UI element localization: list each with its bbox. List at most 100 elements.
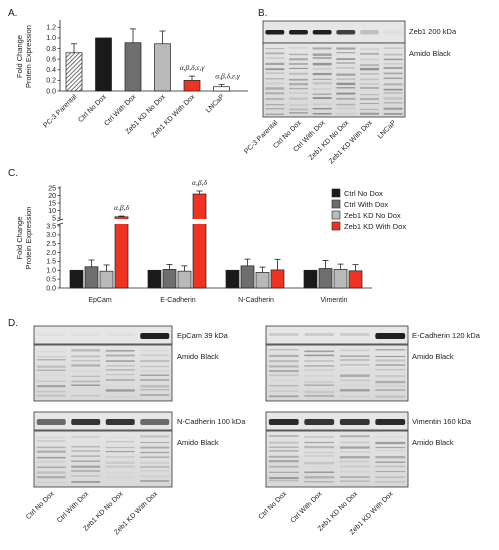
bar-n-cadherin-1 [225,269,240,289]
protein-smear-band [336,103,356,106]
y-tick-label-c: 3.5 [46,223,56,230]
y-tick-label-a: 0.8 [46,46,56,53]
protein-smear-band-d [140,374,170,376]
lane-label-b-6: LNCaP [377,119,398,140]
protein-smear-band [383,107,403,110]
protein-smear-band [289,47,308,49]
protein-smear-band-d [375,476,406,478]
protein-smear-band-d [375,364,406,366]
legend-swatch-2 [331,199,341,209]
protein-smear-band-d [268,379,299,382]
protein-smear-band-d [304,354,335,357]
category-label-a-1: PC-3 Parental [42,93,78,129]
protein-smear-band-d [36,385,66,388]
amido-black-label-d-2: Amido Black [412,352,454,361]
protein-smear-band-d [304,446,335,449]
y-tick-label-a: 0.2 [46,78,56,85]
protein-smear-band [289,82,308,86]
bar-vimentin-4 [348,270,363,289]
protein-smear-band [336,97,356,100]
protein-smear-band [312,93,332,95]
protein-smear-band-d [304,369,335,371]
amido-black-label-d-3: Amido Black [177,438,219,447]
protein-smear-band-d [71,360,101,362]
bar-e-cadherin-3 [177,270,192,289]
bar-vimentin-3 [333,269,348,289]
protein-smear-band [383,83,403,86]
y-tick-label-a: 0.6 [46,56,56,63]
bar-epcam-2 [84,266,99,289]
target-band-3-4 [140,419,170,425]
protein-smear-band [336,52,356,54]
protein-smear-band-d [304,481,335,483]
protein-smear-band-d [375,470,406,473]
protein-smear-band-d [36,466,66,469]
protein-smear-band-d [339,465,370,468]
protein-smear-band [336,58,356,60]
protein-smear-band-d [375,389,406,392]
protein-smear-band-d [268,465,299,468]
y-tick-label-c-upper: 15 [48,200,56,207]
protein-smear-band-d [140,379,170,381]
protein-smear-band-d [140,461,170,464]
legend-label-1: Ctrl No Dox [344,189,383,198]
significance-annotation-c-2: α,β,δ [192,178,207,187]
y-tick-label-c: 1.5 [46,259,56,266]
y-tick-label-c-upper: 5 [52,215,56,222]
protein-smear-band-d [375,481,406,483]
bar-epcam-3 [99,270,114,289]
protein-smear-band [360,63,379,67]
protein-smear-band [289,97,308,100]
protein-smear-band [383,62,403,65]
protein-smear-band-d [71,475,101,477]
protein-smear-band-d [375,455,406,459]
protein-smear-band-d [71,349,101,352]
protein-smear-band-d [304,390,335,394]
protein-smear-band [360,73,379,75]
protein-smear-band-d [304,451,335,454]
protein-smear-band-d [36,369,66,372]
bar-vimentin-1 [303,269,318,289]
y-tick-label-c: 1.0 [46,268,56,275]
protein-smear-band [289,58,308,61]
protein-smear-band-d [268,471,299,473]
y-tick-label-c-upper: 25 [48,185,56,192]
target-band-label-3: N-Cadherin 100 kDa [177,417,246,426]
protein-smear-band-d [36,471,66,474]
protein-smear-band [312,107,332,110]
protein-smear-band-d [304,364,335,367]
bar-2 [95,37,112,92]
lane-label-b-5: Zeb1 KD With Dox [328,119,374,165]
protein-smear-band [383,58,403,61]
panel-letter-c: C. [8,168,18,179]
protein-smear-band-d [105,374,135,376]
protein-smear-band-d [140,360,170,362]
panel-letter-d: D. [8,318,18,329]
protein-smear-band-d [375,441,406,445]
protein-smear-band-d [268,446,299,448]
bar-epcam-4 [114,216,129,289]
protein-smear-band [383,77,403,79]
protein-smear-band-d [304,380,335,384]
protein-smear-band-d [105,395,135,399]
protein-smear-band-d [375,465,406,468]
zeb1-band-5 [360,30,379,35]
protein-smear-band-d [105,365,135,367]
protein-smear-band-d [339,355,370,358]
protein-smear-band-d [304,436,335,438]
protein-smear-band [312,47,332,50]
target-band-4-1 [268,419,299,425]
axis-break-gap [114,219,129,224]
protein-smear-band [360,78,379,81]
protein-smear-band [336,73,356,76]
protein-smear-band [360,108,379,110]
bar-3 [124,42,142,92]
protein-smear-band [360,87,379,89]
protein-smear-band-d [105,450,135,453]
amido-black-label-b: Amido Black [409,49,451,58]
protein-smear-band-d [268,365,299,368]
protein-smear-band-d [339,446,370,449]
protein-smear-band-d [339,456,370,459]
bar-e-cadherin-2 [162,269,177,289]
protein-smear-band [265,78,285,80]
